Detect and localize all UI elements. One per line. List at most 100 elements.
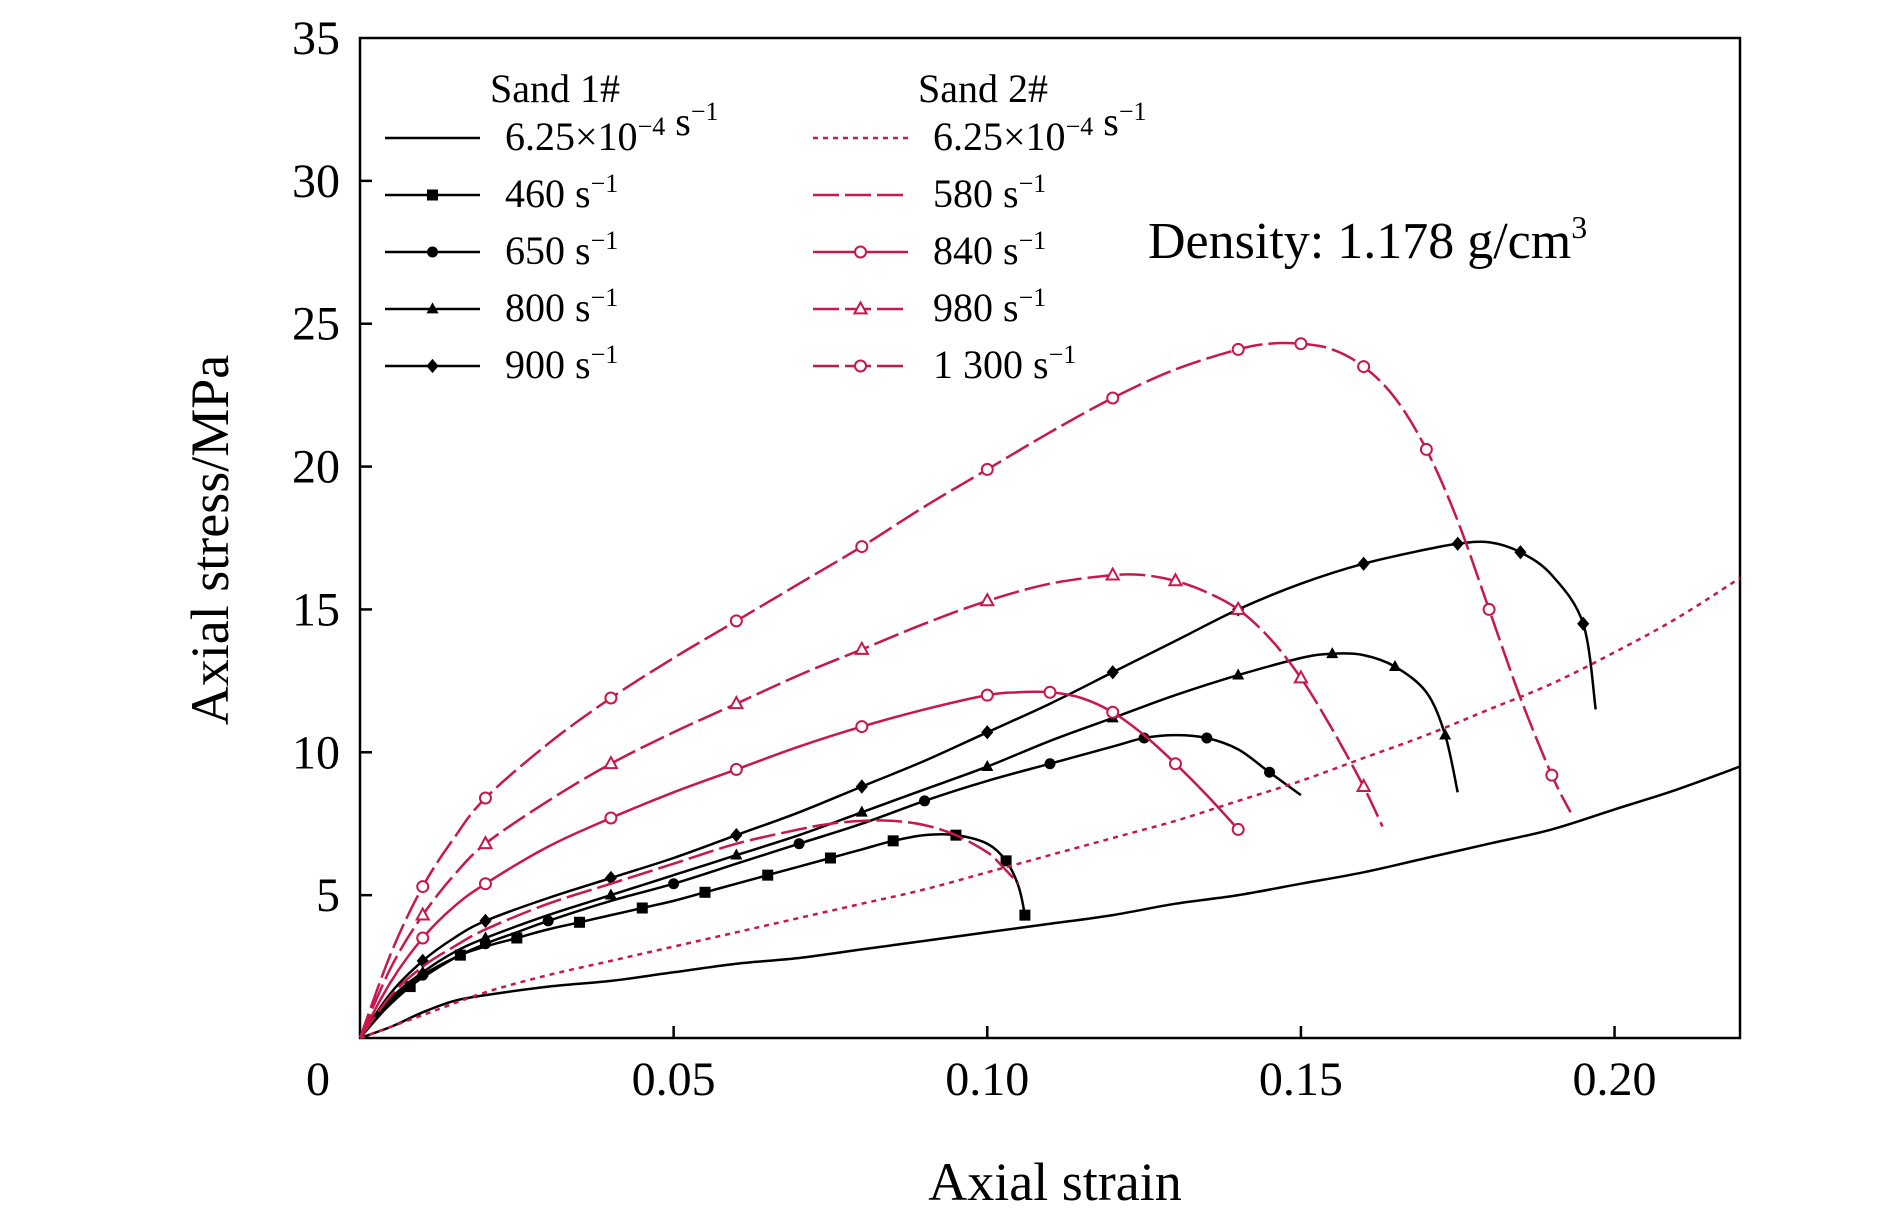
series-line [360, 343, 1571, 1038]
data-point-marker [1233, 824, 1244, 835]
data-point-marker [1514, 545, 1526, 559]
legend-label: 900 s−1 [505, 340, 618, 387]
legend-label: 650 s−1 [505, 226, 618, 273]
data-point-marker [981, 594, 993, 605]
y-tick-label: 5 [316, 869, 340, 922]
series-sand1-0 [360, 767, 1740, 1038]
data-point-marker [605, 813, 616, 824]
series-line [360, 578, 1740, 1038]
y-tick-label: 10 [292, 726, 340, 779]
y-tick-label: 35 [292, 12, 340, 65]
density-annotation: Density: 1.178 g/cm3 [1148, 209, 1587, 270]
legend-heading-0: Sand 1# [490, 66, 620, 111]
y-axis-title: Axial stress/MPa [180, 355, 240, 726]
data-point-marker [427, 190, 438, 201]
legend-label: 580 s−1 [933, 169, 1046, 216]
x-axis-title: Axial strain [928, 1152, 1181, 1212]
data-point-marker [1358, 780, 1370, 791]
data-point-marker [856, 721, 867, 732]
data-point-marker [731, 764, 742, 775]
data-point-marker [1107, 393, 1118, 404]
x-tick-label: 0.20 [1573, 1053, 1657, 1106]
data-point-marker [605, 693, 616, 704]
series-line [360, 542, 1596, 1038]
x-tick-label: 0.15 [1259, 1053, 1343, 1106]
y-tick-label: 25 [292, 298, 340, 351]
data-point-marker [417, 933, 428, 944]
series-sand2-5 [360, 578, 1740, 1038]
y-tick-label: 30 [292, 155, 340, 208]
series-line [360, 692, 1238, 1038]
series-layer [360, 338, 1740, 1038]
legend-item: 650 s−1 [385, 226, 618, 273]
data-point-marker [427, 247, 438, 258]
data-point-marker [479, 914, 491, 928]
series-sand2-9 [360, 338, 1571, 1038]
legend-item: 840 s−1 [813, 226, 1046, 273]
data-point-marker [1295, 338, 1306, 349]
series-sand1-3 [360, 647, 1458, 1038]
legend-label: 460 s−1 [505, 169, 618, 216]
legend-label: 800 s−1 [505, 283, 618, 330]
data-point-marker [480, 878, 491, 889]
data-point-marker [668, 878, 679, 889]
data-point-marker [855, 247, 866, 258]
data-point-marker [1045, 687, 1056, 698]
x-tick-label: 0 [306, 1053, 330, 1106]
data-point-marker [982, 690, 993, 701]
data-point-marker [919, 795, 930, 806]
series-sand1-4 [360, 537, 1596, 1038]
data-point-marker [856, 779, 868, 793]
legend-label: 980 s−1 [933, 283, 1046, 330]
legend: Sand 1# Sand 2#6.25×10−4 s−1460 s−1650 s−… [385, 66, 1146, 387]
stress-strain-chart: 0 0.05 0.10 0.15 0.20 5 10 15 20 25 30 35 Sand 1# S… [0, 0, 1890, 1217]
series-sand2-7 [360, 687, 1244, 1038]
data-point-marker [855, 361, 866, 372]
data-point-marker [1439, 729, 1451, 740]
legend-item: 800 s−1 [385, 283, 618, 330]
data-point-marker [730, 828, 742, 842]
data-point-marker [1546, 770, 1557, 781]
data-point-marker [1484, 604, 1495, 615]
data-point-marker [762, 870, 773, 881]
x-tick-label: 0.05 [632, 1053, 716, 1106]
data-point-marker [1107, 665, 1119, 679]
series-line [360, 834, 1025, 1038]
data-point-marker [794, 838, 805, 849]
data-point-marker [479, 837, 491, 848]
data-point-marker [1201, 733, 1212, 744]
y-tick-label: 15 [292, 583, 340, 636]
series-line [360, 767, 1740, 1038]
y-tick-label: 20 [292, 441, 340, 494]
data-point-marker [700, 887, 711, 898]
data-point-marker [1019, 910, 1030, 921]
data-point-marker [1233, 344, 1244, 355]
data-point-marker [1170, 758, 1181, 769]
data-point-marker [480, 793, 491, 804]
data-point-marker [825, 853, 836, 864]
data-point-marker [1577, 617, 1589, 631]
legend-label: 1 300 s−1 [933, 340, 1076, 387]
legend-item: 1 300 s−1 [813, 340, 1076, 387]
data-point-marker [982, 464, 993, 475]
data-point-marker [417, 881, 428, 892]
legend-item: 980 s−1 [813, 283, 1046, 330]
data-point-marker [1421, 444, 1432, 455]
data-point-marker [856, 541, 867, 552]
legend-label: 840 s−1 [933, 226, 1046, 273]
data-point-marker [1107, 707, 1118, 718]
data-point-marker [1452, 537, 1464, 551]
data-point-marker [1358, 361, 1369, 372]
data-point-marker [1264, 767, 1275, 778]
data-point-marker [637, 903, 648, 914]
data-point-marker [1358, 557, 1370, 571]
data-point-marker [731, 615, 742, 626]
legend-item: 900 s−1 [385, 340, 618, 387]
series-line [360, 574, 1383, 1038]
legend-item: 580 s−1 [813, 169, 1046, 216]
legend-heading-1: Sand 2# [918, 66, 1048, 111]
legend-item: 460 s−1 [385, 169, 618, 216]
x-tick-label: 0.10 [945, 1053, 1029, 1106]
data-point-marker [1045, 758, 1056, 769]
data-point-marker [1107, 569, 1119, 580]
